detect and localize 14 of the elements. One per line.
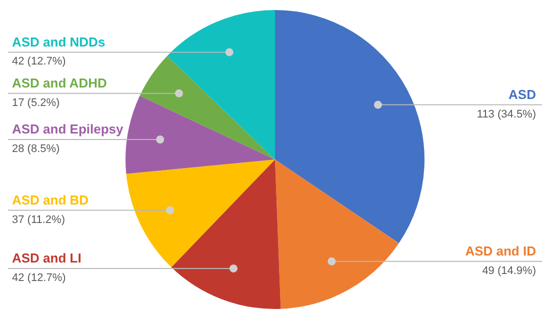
data-label: 49 (14.9%) bbox=[482, 264, 536, 277]
data-label: 17 (5.2%) bbox=[12, 96, 60, 109]
data-label: 37 (11.2%) bbox=[12, 214, 65, 226]
slice-label: ASD and LI bbox=[12, 250, 82, 266]
data-label: 113 (34.5%) bbox=[476, 108, 536, 120]
slice-label: ASD and ID bbox=[465, 243, 536, 258]
slice-label: ASD bbox=[508, 86, 536, 102]
data-label: 28 (8.5%) bbox=[12, 143, 60, 156]
data-label: 42 (12.7%) bbox=[12, 56, 66, 68]
slice-label: ASD and NDDs bbox=[12, 34, 106, 50]
slice-label: ASD and Epilepsy bbox=[12, 122, 124, 137]
data-label: 42 (12.7%) bbox=[12, 272, 66, 284]
slice-label: ASD and BD bbox=[12, 192, 89, 208]
slice-label: ASD and ADHD bbox=[12, 75, 107, 90]
